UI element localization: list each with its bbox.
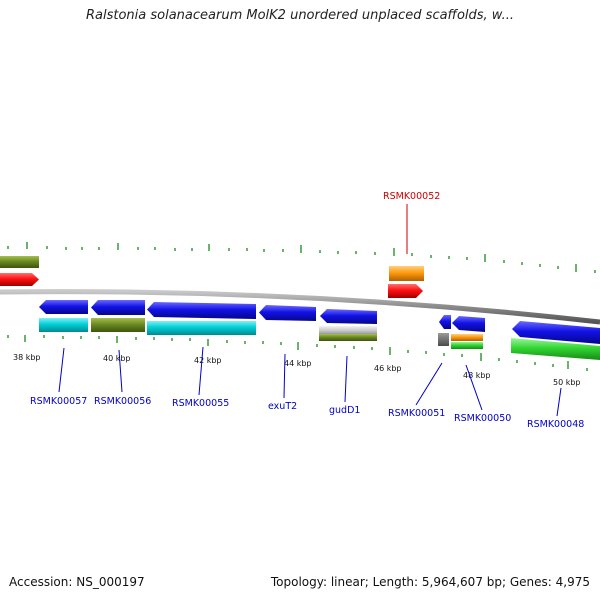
lower-ticks bbox=[7, 335, 588, 371]
label-gudd1[interactable]: gudD1 bbox=[329, 405, 360, 416]
gene-rsmk00051[interactable] bbox=[439, 315, 451, 329]
gray-feature-gudd1[interactable] bbox=[319, 326, 377, 335]
lower-strand-features bbox=[39, 300, 600, 360]
label-rsmk00051[interactable]: RSMK00051 bbox=[388, 408, 445, 419]
scale-label-46kbp: 46 kbp bbox=[374, 364, 402, 373]
gene-leader-lines bbox=[58, 204, 562, 417]
gray-feature-rsmk00051[interactable] bbox=[438, 333, 449, 346]
label-rsmk00057[interactable]: RSMK00057 bbox=[30, 396, 87, 407]
cyan-feature-rsmk00057[interactable] bbox=[39, 318, 88, 332]
genome-summary: Topology: linear; Length: 5,964,607 bp; … bbox=[270, 575, 590, 589]
gene-gudd1[interactable] bbox=[320, 309, 377, 324]
map-title: Ralstonia solanacearum MolK2 unordered u… bbox=[85, 8, 514, 23]
scale-label-44kbp: 44 kbp bbox=[284, 359, 312, 368]
scale-label-38kbp: 38 kbp bbox=[13, 353, 41, 362]
upper-ticks bbox=[7, 242, 596, 273]
label-rsmk00055[interactable]: RSMK00055 bbox=[172, 398, 229, 409]
green-feature-rsmk00048[interactable] bbox=[511, 338, 600, 360]
label-rsmk00056[interactable]: RSMK00056 bbox=[94, 396, 151, 407]
orange-feature-rsmk00050[interactable] bbox=[451, 334, 483, 341]
label-rsmk00050[interactable]: RSMK00050 bbox=[454, 413, 511, 424]
label-rsmk00048[interactable]: RSMK00048 bbox=[527, 419, 584, 430]
gene-rsmk00048[interactable] bbox=[512, 321, 600, 344]
gene-exut2[interactable] bbox=[259, 305, 316, 321]
scale-label-50kbp: 50 kbp bbox=[553, 378, 581, 387]
olive-feature-left[interactable] bbox=[0, 256, 39, 268]
gene-rsmk00057[interactable] bbox=[39, 300, 88, 314]
green-feature-rsmk00050[interactable] bbox=[451, 342, 483, 349]
label-exut2[interactable]: exuT2 bbox=[268, 401, 297, 412]
orange-feature-rsmk00052[interactable] bbox=[389, 266, 424, 281]
scale-label-42kbp: 42 kbp bbox=[194, 356, 222, 365]
gene-rsmk00050[interactable] bbox=[452, 316, 485, 332]
chromosome-backbone bbox=[0, 289, 600, 325]
scale-label-40kbp: 40 kbp bbox=[103, 354, 131, 363]
olive-feature-rsmk00056[interactable] bbox=[91, 318, 145, 332]
label-rsmk00052[interactable]: RSMK00052 bbox=[383, 191, 440, 202]
cyan-feature-rsmk00055[interactable] bbox=[147, 321, 256, 335]
gene-rsmk00055[interactable] bbox=[147, 302, 256, 319]
scale-label-48kbp: 48 kbp bbox=[463, 371, 491, 380]
gene-rsmk00056[interactable] bbox=[91, 300, 145, 315]
gene-rsmk00052[interactable] bbox=[388, 284, 423, 298]
reverse-gene-left[interactable] bbox=[0, 273, 39, 286]
accession-text: Accession: NS_000197 bbox=[9, 575, 145, 589]
olive-feature-gudd1[interactable] bbox=[319, 334, 377, 341]
upper-strand-features bbox=[0, 256, 424, 298]
